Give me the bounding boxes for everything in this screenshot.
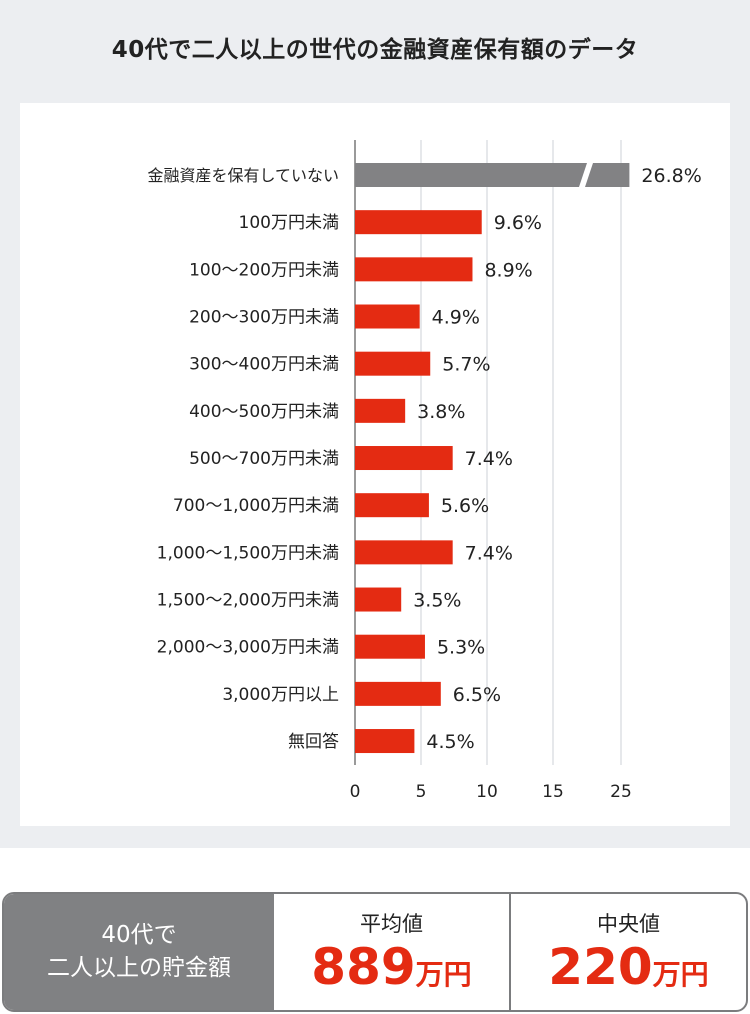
axis-break-mark bbox=[578, 160, 594, 190]
bar-chart: 0 5 10 15 25 金融資産を保有していない 26.8% 100万円未満 9.6% 100～… bbox=[147, 140, 702, 802]
median-value: 220 bbox=[548, 938, 653, 996]
category-label: 300～400万円未満 bbox=[189, 355, 339, 375]
bar bbox=[355, 446, 453, 471]
median-heading: 中央値 bbox=[597, 912, 660, 936]
value-label: 4.9% bbox=[432, 307, 480, 329]
category-label: 1,500～2,000万円未満 bbox=[157, 591, 339, 611]
category-label: 100～200万円未満 bbox=[189, 260, 339, 280]
value-label: 7.4% bbox=[465, 542, 513, 564]
category-label: 100万円未満 bbox=[239, 213, 339, 233]
chart-title: 40代で二人以上の世代の金融資産保有額のデータ bbox=[111, 37, 639, 63]
value-label: 9.6% bbox=[494, 212, 542, 234]
bar bbox=[355, 587, 402, 612]
category-label: 400～500万円未満 bbox=[189, 402, 339, 422]
value-label: 7.4% bbox=[465, 448, 513, 470]
chart-panel: 40代で二人以上の世代の金融資産保有額のデータ 0 5 10 15 25 金融資産を保有し… bbox=[0, 0, 750, 848]
value-label: 8.9% bbox=[484, 259, 532, 281]
value-label: 6.5% bbox=[453, 684, 501, 706]
bar bbox=[355, 257, 473, 282]
summary-label-line1: 40代で bbox=[101, 921, 177, 948]
average-cell: 平均値 889万円 bbox=[274, 894, 509, 1010]
category-label: 1,000～1,500万円未満 bbox=[157, 543, 339, 563]
x-tick-label: 15 bbox=[542, 782, 564, 802]
category-label: 2,000～3,000万円未満 bbox=[157, 638, 339, 658]
category-label: 500～700万円未満 bbox=[189, 449, 339, 469]
bar bbox=[355, 729, 415, 754]
bar bbox=[355, 351, 431, 376]
category-label: 3,000万円以上 bbox=[222, 685, 339, 705]
bar bbox=[355, 540, 453, 565]
bar bbox=[355, 493, 429, 518]
x-tick-label: 0 bbox=[350, 782, 361, 802]
summary-label: 40代で 二人以上の貯金額 bbox=[4, 894, 274, 1010]
average-value: 889 bbox=[311, 938, 416, 996]
median-cell: 中央値 220万円 bbox=[509, 894, 746, 1010]
summary-label-line2: 二人以上の貯金額 bbox=[47, 955, 231, 981]
category-label: 200～300万円未満 bbox=[189, 308, 339, 328]
value-label: 4.5% bbox=[426, 731, 474, 753]
value-label: 3.5% bbox=[413, 590, 461, 612]
value-label: 26.8% bbox=[641, 165, 701, 187]
bar bbox=[355, 210, 482, 235]
bar bbox=[355, 681, 441, 706]
value-label: 5.3% bbox=[437, 637, 485, 659]
x-tick-label: 25 bbox=[610, 782, 632, 802]
average-unit: 万円 bbox=[415, 958, 472, 991]
x-tick-label: 5 bbox=[416, 782, 427, 802]
bar bbox=[355, 634, 425, 659]
average-heading: 平均値 bbox=[360, 912, 423, 936]
x-tick-label: 10 bbox=[476, 782, 498, 802]
savings-summary-table: 40代で 二人以上の貯金額 平均値 889万円 中央値 220万円 bbox=[2, 892, 748, 1012]
category-label: 無回答 bbox=[288, 732, 339, 752]
bar bbox=[355, 304, 420, 329]
category-label: 金融資産を保有していない bbox=[147, 166, 339, 185]
value-label: 3.8% bbox=[417, 401, 465, 423]
bar bbox=[355, 398, 406, 423]
value-label: 5.7% bbox=[442, 354, 490, 376]
median-unit: 万円 bbox=[652, 958, 709, 991]
category-label: 700～1,000万円未満 bbox=[173, 496, 339, 516]
value-label: 5.6% bbox=[441, 495, 489, 517]
